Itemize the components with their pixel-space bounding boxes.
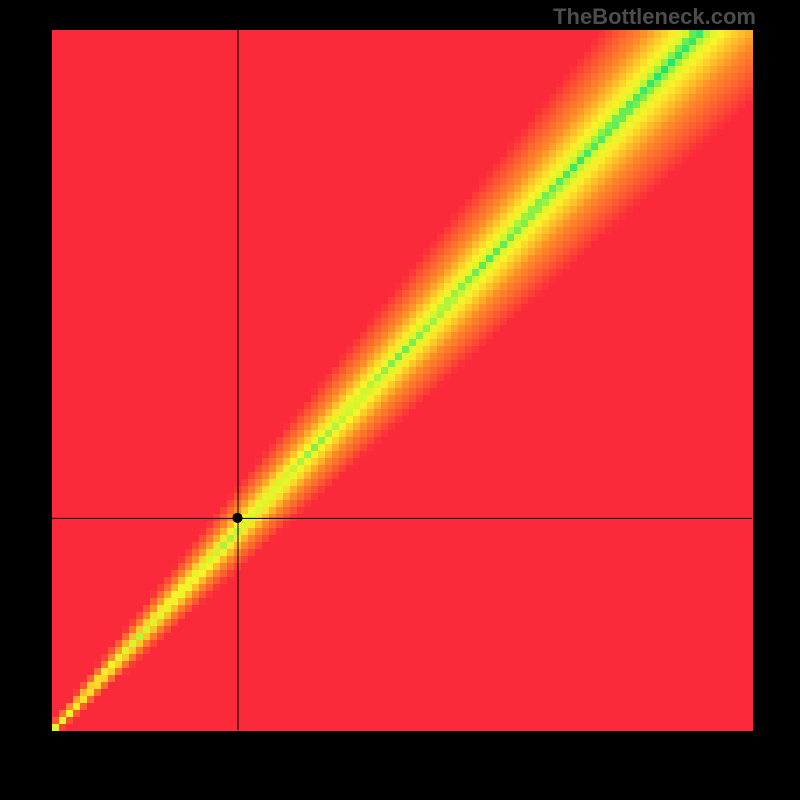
watermark-text: TheBottleneck.com: [553, 4, 756, 30]
chart-container: TheBottleneck.com: [0, 0, 800, 800]
bottleneck-heatmap: [0, 0, 800, 800]
